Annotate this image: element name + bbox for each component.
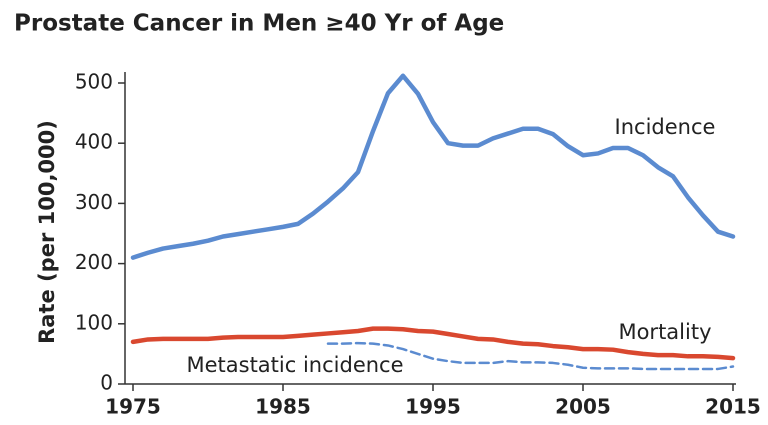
x-tick-label: 2005 bbox=[555, 395, 611, 419]
x-tick-label: 1985 bbox=[255, 395, 311, 419]
x-tick-label: 1975 bbox=[105, 395, 161, 419]
series-label: Metastatic incidence bbox=[186, 353, 403, 377]
series-label: Mortality bbox=[618, 320, 711, 344]
chart-title: Prostate Cancer in Men ≥40 Yr of Age bbox=[14, 11, 504, 37]
series-line bbox=[130, 73, 736, 260]
y-tick-label: 500 bbox=[75, 70, 113, 94]
y-tick-label: 300 bbox=[75, 190, 113, 214]
y-tick-label: 0 bbox=[100, 371, 113, 395]
series-line bbox=[326, 341, 735, 371]
y-tick-label: 100 bbox=[75, 310, 113, 334]
series-label: Incidence bbox=[615, 115, 716, 139]
x-tick-label: 1995 bbox=[405, 395, 461, 419]
y-axis-label: Rate (per 100,000) bbox=[35, 120, 59, 344]
y-tick-label: 400 bbox=[75, 130, 113, 154]
series-line bbox=[130, 326, 736, 361]
x-tick-label: 2015 bbox=[705, 395, 761, 419]
y-tick-label: 200 bbox=[75, 250, 113, 274]
